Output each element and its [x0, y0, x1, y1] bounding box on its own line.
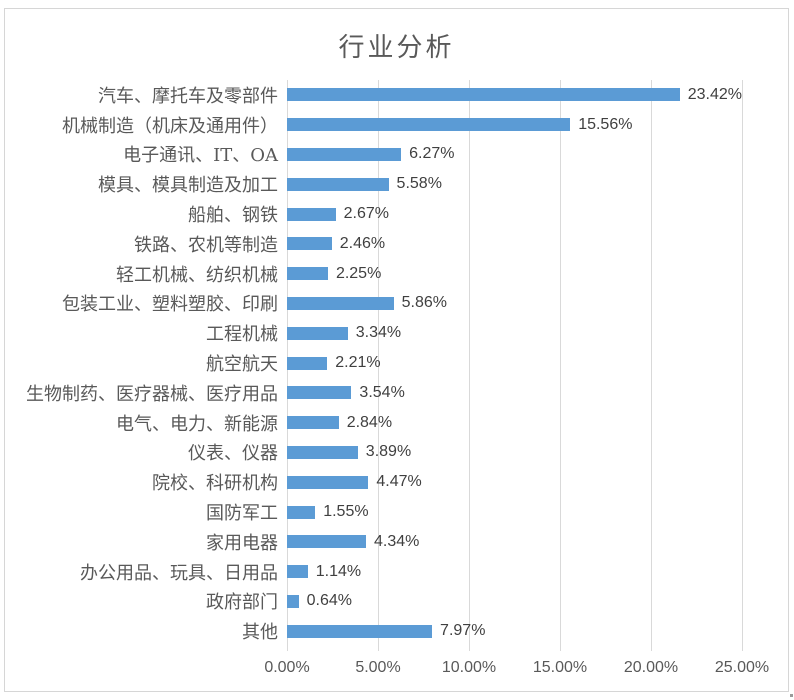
bar-value-label: 3.89%	[365, 443, 412, 461]
category-label: 工程机械	[206, 324, 278, 346]
bar-row: 5.58%	[287, 169, 742, 199]
x-axis-tick-label: 15.00%	[532, 659, 588, 676]
bar	[287, 416, 339, 430]
gridline	[469, 80, 470, 651]
category-label: 家用电器	[206, 532, 278, 554]
bar-value-label: 5.58%	[396, 175, 442, 193]
bar-value-label: 2.46%	[339, 234, 386, 252]
category-label: 汽车、摩托车及零部件	[98, 85, 278, 107]
bar-series: 23.42% 15.56% 6.27% 5.58% 2.67% 2.46% 2.25% 5.8…	[287, 80, 742, 646]
category-label: 轻工机械、纺织机械	[116, 264, 278, 286]
category-label: 航空航天	[206, 354, 278, 376]
bar-row: 7.97%	[287, 616, 742, 646]
x-axis-tick-label: 5.00%	[355, 659, 401, 676]
bar-value-label: 2.67%	[343, 205, 389, 223]
bar-row: 2.25%	[287, 259, 742, 289]
bar	[287, 326, 348, 340]
bar-row: 5.86%	[287, 289, 742, 319]
bar-row: 2.84%	[287, 408, 742, 438]
bar-value-label: 2.21%	[335, 354, 381, 372]
bar-value-label: 1.55%	[323, 503, 369, 521]
gridline	[560, 80, 561, 651]
x-axis-tick-label: 20.00%	[623, 659, 679, 676]
bar-row: 6.27%	[287, 140, 742, 170]
bar-value-label: 6.27%	[409, 145, 455, 163]
bar	[287, 177, 389, 191]
bar-value-label: 2.84%	[346, 413, 393, 431]
category-label: 船舶、钢铁	[188, 205, 278, 227]
bar	[287, 356, 328, 370]
category-label: 国防军工	[206, 503, 278, 525]
bar	[287, 565, 308, 579]
category-label: 政府部门	[206, 592, 278, 614]
plot-area: 23.42% 15.56% 6.27% 5.58% 2.67% 2.46% 2.25% 5.8…	[287, 80, 743, 651]
bar	[287, 386, 352, 400]
bar-value-label: 4.34%	[373, 532, 420, 550]
category-label: 包装工业、塑料塑胶、印刷	[62, 294, 278, 316]
bar-row: 0.64%	[287, 587, 742, 617]
bar-row: 1.55%	[287, 497, 742, 527]
bar	[287, 88, 680, 102]
bar-value-label: 3.54%	[359, 383, 405, 401]
bar-row: 4.47%	[287, 467, 742, 497]
gridline	[742, 80, 743, 651]
bar	[287, 445, 358, 459]
category-label: 铁路、农机等制造	[134, 234, 278, 256]
bar-value-label: 3.34%	[355, 324, 402, 342]
category-label: 仪表、仪器	[188, 443, 278, 465]
category-label: 生物制药、医疗器械、医疗用品	[26, 383, 278, 405]
bar-row: 1.14%	[287, 557, 742, 587]
bar-row: 2.46%	[287, 229, 742, 259]
gridline	[378, 80, 379, 651]
bar-row: 23.42%	[287, 80, 742, 110]
x-axis: 0.00% 5.00% 10.00% 15.00% 20.00% 25.00%	[264, 657, 769, 679]
corner-artifact-dot	[790, 694, 793, 697]
category-label: 院校、科研机构	[152, 473, 278, 495]
bar	[287, 624, 433, 638]
x-axis-tick-label: 25.00%	[714, 659, 770, 676]
category-axis: 汽车、摩托车及零部件机械制造（机床及通用件） 电子通讯、IT、OA 模具、模具制造及…	[5, 80, 283, 646]
bar-value-label: 2.25%	[335, 264, 382, 282]
category-label: 办公用品、玩具、日用品	[80, 562, 278, 584]
bar-row: 3.34%	[287, 318, 742, 348]
bar-row: 3.54%	[287, 378, 742, 408]
bar-value-label: 7.97%	[440, 622, 486, 640]
bar	[287, 118, 571, 132]
bar	[287, 505, 316, 519]
bar	[287, 207, 336, 221]
x-axis-tick-label: 0.00%	[264, 659, 310, 676]
bar-value-label: 1.14%	[315, 562, 362, 580]
bar-row: 2.21%	[287, 348, 742, 378]
bar	[287, 267, 328, 281]
category-label: 其他	[242, 622, 278, 644]
chart-title: 行业分析	[338, 33, 455, 63]
bar	[287, 535, 366, 549]
bar-value-label: 15.56%	[578, 115, 633, 133]
bar-value-label: 0.64%	[306, 592, 353, 610]
bar	[287, 475, 369, 489]
bar-value-label: 4.47%	[376, 473, 422, 491]
gridline	[651, 80, 652, 651]
category-label: 模具、模具制造及加工	[98, 175, 278, 197]
bar-row: 2.67%	[287, 199, 742, 229]
bar	[287, 594, 299, 608]
category-label: 电气、电力、新能源	[116, 413, 278, 435]
category-label: 机械制造（机床及通用件）	[62, 115, 278, 137]
bar-value-label: 23.42%	[687, 85, 742, 103]
chart-frame: 行业分析 汽车、摩托车及零部件机械制造（机床及通用件） 电子通讯、IT、OA 模具、…	[4, 8, 789, 692]
x-axis-tick-label: 10.00%	[441, 659, 497, 676]
bar	[287, 237, 332, 251]
bar	[287, 296, 394, 310]
bar-row: 4.34%	[287, 527, 742, 557]
bar	[287, 147, 402, 161]
bar-value-label: 5.86%	[401, 294, 448, 312]
bar-row: 3.89%	[287, 438, 742, 468]
bar-row: 15.56%	[287, 110, 742, 140]
category-label: 电子通讯、IT、OA	[123, 145, 278, 167]
